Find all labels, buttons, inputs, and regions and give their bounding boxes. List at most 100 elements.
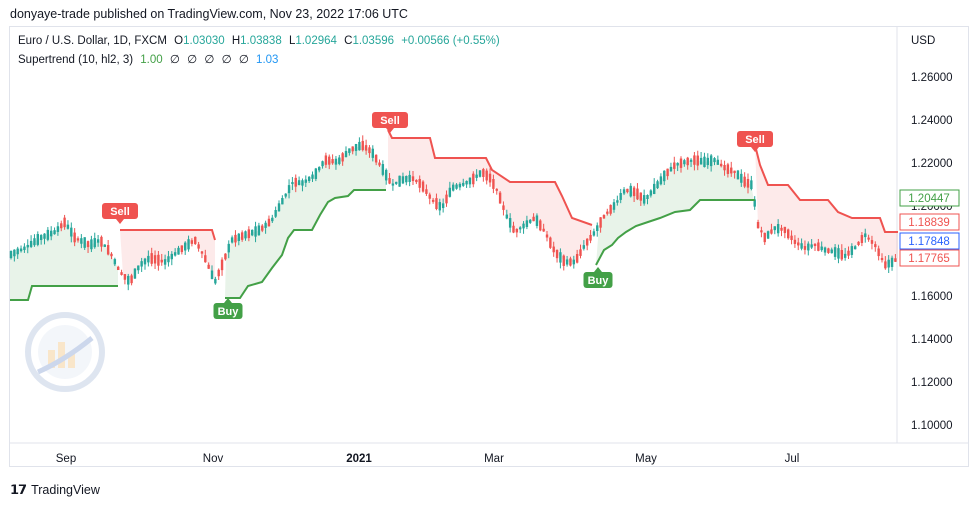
candle-body xyxy=(26,244,29,248)
sell-signal: Sell xyxy=(102,203,138,224)
time-tick-label: Sep xyxy=(56,453,76,465)
candle-body xyxy=(847,250,850,256)
candle-body xyxy=(123,274,127,280)
candle-body xyxy=(740,173,743,183)
high-value: 1.03838 xyxy=(240,35,282,47)
candle-body xyxy=(220,259,224,271)
price-badge-box xyxy=(899,232,960,250)
candle-body xyxy=(307,176,311,182)
candle-body xyxy=(830,249,833,254)
up-trend-fill xyxy=(225,145,386,298)
candle-body xyxy=(9,251,13,259)
candle-body xyxy=(93,238,96,248)
candlestick-series xyxy=(9,135,897,291)
candle-body xyxy=(374,154,378,163)
candle-body xyxy=(529,219,532,223)
candle-body xyxy=(271,217,274,222)
candle-body xyxy=(843,253,847,258)
candle-body xyxy=(344,150,348,158)
candle-body xyxy=(703,156,706,168)
candle-body xyxy=(612,202,616,210)
price-badges: 1.20447 1.18839 1.17848 1.17765 xyxy=(899,189,960,267)
candle-body xyxy=(884,261,887,269)
candle-body xyxy=(385,169,388,181)
change-value: +0.00566 (+0.55%) xyxy=(401,35,500,47)
footer-brand[interactable]: 𝟭𝟳 TradingView xyxy=(10,482,100,498)
candle-body xyxy=(247,229,251,239)
candle-body xyxy=(391,183,395,186)
indicator-value-1: 1.00 xyxy=(140,54,163,66)
low-label: L xyxy=(288,35,296,47)
candle-body xyxy=(405,176,408,183)
candle-body xyxy=(204,255,207,263)
buy-signal-label: Buy xyxy=(588,275,610,287)
candle-body xyxy=(683,160,686,165)
candle-body xyxy=(106,245,110,255)
candle-body xyxy=(632,187,636,197)
candle-body xyxy=(502,205,505,210)
candle-body xyxy=(616,200,619,203)
candle-body xyxy=(438,202,441,211)
candle-body xyxy=(147,255,150,263)
candle-body xyxy=(465,180,468,185)
candle-body xyxy=(281,197,284,205)
candle-body xyxy=(730,167,733,174)
candle-body xyxy=(693,155,696,165)
candle-body xyxy=(790,235,793,241)
candle-body xyxy=(636,188,639,200)
candle-body xyxy=(867,237,870,240)
candle-body xyxy=(874,244,877,248)
candle-body xyxy=(535,215,539,226)
down-trend-fill xyxy=(388,130,592,262)
sell-signal-box xyxy=(102,203,138,219)
candle-body xyxy=(455,184,458,189)
indicator-legend[interactable]: Supertrend (10, hl2, 3) 1.00 ∅ ∅ ∅ ∅ ∅ 1… xyxy=(18,52,282,66)
candle-body xyxy=(679,158,683,168)
candle-body xyxy=(653,183,656,195)
open-value: 1.03030 xyxy=(183,35,225,47)
indicator-name: Supertrend (10, hl2, 3) xyxy=(18,54,134,66)
candle-body xyxy=(813,243,817,247)
candle-body xyxy=(441,203,445,209)
signal-pointer xyxy=(751,147,759,152)
candle-body xyxy=(837,248,840,259)
candle-body xyxy=(431,199,435,202)
candle-body xyxy=(401,176,405,184)
candle-body xyxy=(492,179,495,189)
candle-body xyxy=(820,246,823,251)
buy-signal: Buy xyxy=(213,298,243,319)
candle-body xyxy=(659,176,663,185)
candle-body xyxy=(153,255,157,264)
brand-name: TradingView xyxy=(31,483,100,497)
candle-body xyxy=(696,155,699,166)
candle-body xyxy=(519,227,522,230)
candle-body xyxy=(864,233,867,238)
candle-body xyxy=(783,226,787,234)
candle-body xyxy=(770,229,773,234)
time-axis[interactable]: Sep Nov 2021 Mar May Jul xyxy=(56,453,800,465)
candle-body xyxy=(334,158,338,165)
candle-body xyxy=(766,231,770,239)
candle-body xyxy=(673,162,676,169)
time-tick-label: Jul xyxy=(785,453,800,465)
candle-body xyxy=(854,246,857,250)
chart-frame[interactable] xyxy=(9,26,969,467)
candle-body xyxy=(214,278,217,284)
symbol-legend[interactable]: Euro / U.S. Dollar, 1D, FXCM O1.03030 H1… xyxy=(18,35,504,47)
candle-body xyxy=(418,178,421,188)
candle-body xyxy=(773,226,776,231)
candle-body xyxy=(686,157,689,166)
up-trend-fill xyxy=(596,160,755,265)
candle-body xyxy=(170,253,173,260)
indicator-value-3: ∅ xyxy=(187,54,198,66)
sell-signal: Sell xyxy=(372,112,408,133)
candle-body xyxy=(586,238,589,246)
candle-body xyxy=(663,170,666,182)
watermark-logo-icon xyxy=(25,312,105,392)
close-value: 1.03596 xyxy=(352,35,395,47)
candle-body xyxy=(666,168,669,177)
down-trend-line xyxy=(387,129,593,226)
candle-body xyxy=(257,225,261,236)
candle-body xyxy=(398,175,401,187)
